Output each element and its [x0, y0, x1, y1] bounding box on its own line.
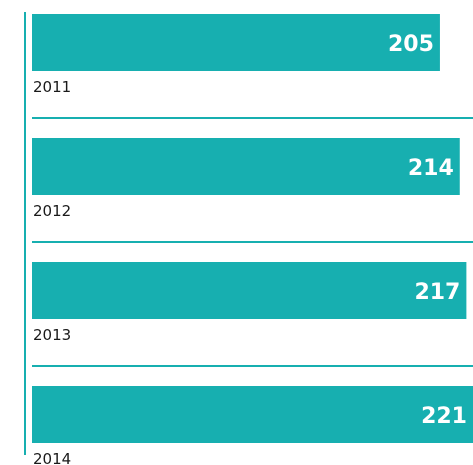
- value-label: 221: [421, 404, 467, 429]
- category-label: 2011: [33, 78, 71, 96]
- bar: [32, 138, 460, 195]
- value-label: 214: [408, 156, 454, 181]
- category-label: 2014: [33, 450, 71, 465]
- bar: [32, 14, 440, 71]
- bar: [32, 262, 467, 319]
- category-label: 2012: [33, 202, 71, 220]
- value-label: 217: [414, 280, 460, 305]
- bar: [32, 386, 473, 443]
- category-label: 2013: [33, 326, 71, 344]
- value-label: 205: [388, 32, 434, 57]
